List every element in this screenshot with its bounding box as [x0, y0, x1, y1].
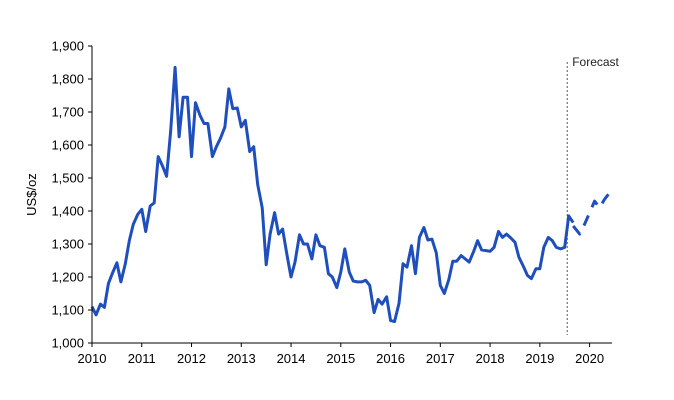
y-tick-label: 1,200 [51, 270, 84, 285]
forecast-series-line [572, 191, 611, 236]
y-tick-label: 1,900 [51, 39, 84, 54]
x-tick-label: 2014 [277, 351, 306, 366]
y-tick-label: 1,500 [51, 171, 84, 186]
x-tick-label: 2019 [525, 351, 554, 366]
series-layer [90, 65, 611, 324]
y-tick-label: 1,000 [51, 336, 84, 351]
y-tick-label: 1,600 [51, 138, 84, 153]
y-tick-label: 1,300 [51, 237, 84, 252]
x-tick-label: 2013 [227, 351, 256, 366]
plot-area: 1,000 1,100 1,200 1,300 1,400 1,500 1,600 1,700… [51, 39, 612, 366]
x-axis-ticks: 2010 2011 2012 2013 2014 2015 2016 2017 2018 2019… [78, 343, 604, 366]
x-tick-label: 2012 [177, 351, 206, 366]
y-tick-label: 1,400 [51, 204, 84, 219]
y-tick-label: 1,100 [51, 303, 84, 318]
forecast-label: Forecast [572, 55, 619, 69]
x-tick-label: 2011 [128, 351, 156, 366]
x-tick-label: 2010 [78, 351, 107, 366]
y-axis-ticks: 1,000 1,100 1,200 1,300 1,400 1,500 1,600 1,700… [51, 39, 92, 351]
y-axis-title: US$/oz [24, 173, 39, 216]
x-tick-label: 2017 [426, 351, 455, 366]
y-tick-label: 1,800 [51, 72, 84, 87]
x-tick-label: 2015 [326, 351, 355, 366]
y-tick-label: 1,700 [51, 105, 84, 120]
price-series-line [90, 65, 575, 324]
x-tick-label: 2020 [575, 351, 604, 366]
x-tick-label: 2016 [376, 351, 405, 366]
x-tick-label: 2018 [476, 351, 505, 366]
